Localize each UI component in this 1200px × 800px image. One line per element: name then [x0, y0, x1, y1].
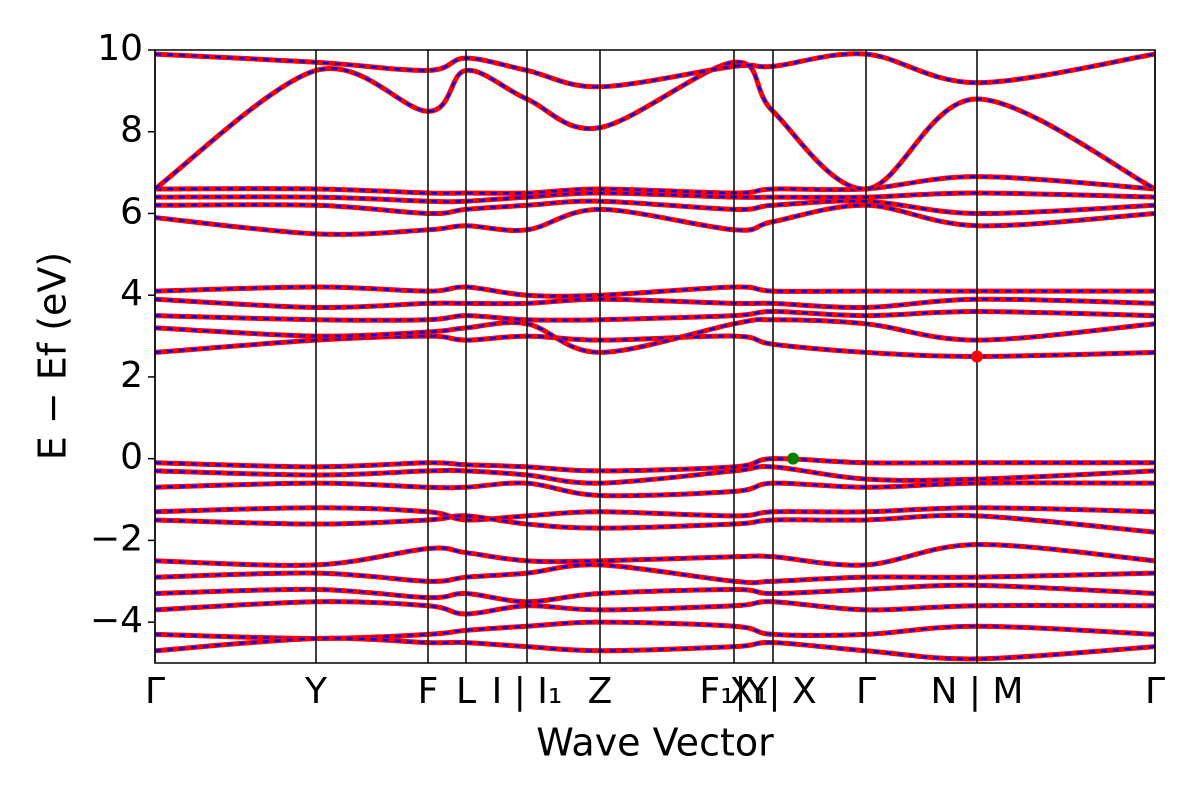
band-line-dashed — [155, 318, 1155, 354]
x-tick-label: N | M — [930, 671, 1023, 712]
plot-frame — [154, 49, 1156, 664]
band-line-dashed — [155, 61, 1155, 191]
y-tick-label: −4 — [90, 600, 143, 641]
band-line — [155, 599, 1155, 617]
band-line — [155, 202, 1155, 237]
band-line — [155, 635, 1155, 662]
band-line-dashed — [155, 543, 1155, 567]
x-tick-label: Γ — [856, 671, 876, 712]
band-line — [155, 582, 1155, 605]
band-line-dashed — [155, 297, 1155, 309]
band-line-dashed — [155, 584, 1155, 603]
band-line — [155, 456, 1155, 474]
band-line-dashed — [155, 199, 1155, 215]
band-line-dashed — [155, 457, 1155, 473]
band-line-dashed — [155, 175, 1155, 195]
y-tick-label: 10 — [97, 28, 143, 69]
band-line-dashed — [155, 514, 1155, 534]
x-tick-label: Γ — [1145, 671, 1165, 712]
band-line-dashed — [155, 52, 1155, 89]
band-line-dashed — [155, 506, 1155, 522]
x-tick-label: Γ — [145, 671, 165, 712]
band-line — [155, 198, 1155, 217]
band-line-dashed — [155, 465, 1155, 485]
band-edge-point — [971, 350, 983, 363]
band-line-dashed — [155, 620, 1155, 640]
band-line-dashed — [155, 204, 1155, 236]
x-tick-label: Z — [588, 671, 613, 712]
band-line-dashed — [155, 310, 1155, 322]
x-tick-label: Y — [304, 671, 328, 712]
x-tick-label: X₁| X — [729, 671, 816, 712]
y-tick-label: 6 — [120, 191, 143, 232]
bands — [155, 51, 1155, 662]
band-line-dashed — [155, 285, 1155, 298]
band-line — [155, 296, 1155, 311]
band-line — [155, 619, 1155, 641]
band-line — [155, 541, 1155, 568]
x-tick-label: F — [418, 671, 439, 712]
y-tick-label: 8 — [120, 110, 143, 151]
band-line-dashed — [155, 563, 1155, 584]
band-edge-point — [787, 452, 799, 465]
band-line-dashed — [155, 600, 1155, 616]
x-axis-label: Wave Vector — [536, 721, 774, 765]
band-line — [155, 480, 1155, 499]
y-axis-label: E − Ef (eV) — [31, 252, 75, 461]
x-tick-label: I | I₁ — [492, 671, 563, 712]
x-tick-label: L — [456, 671, 476, 712]
band-line-dashed — [155, 637, 1155, 661]
y-tick-label: 0 — [120, 437, 143, 478]
band-line-dashed — [155, 191, 1155, 203]
x-tick-label: F₁|Y — [699, 671, 769, 712]
y-tick-label: 4 — [120, 273, 143, 314]
y-tick-label: 2 — [120, 355, 143, 396]
band-line-dashed — [155, 481, 1155, 498]
y-tick-label: −2 — [90, 518, 143, 559]
